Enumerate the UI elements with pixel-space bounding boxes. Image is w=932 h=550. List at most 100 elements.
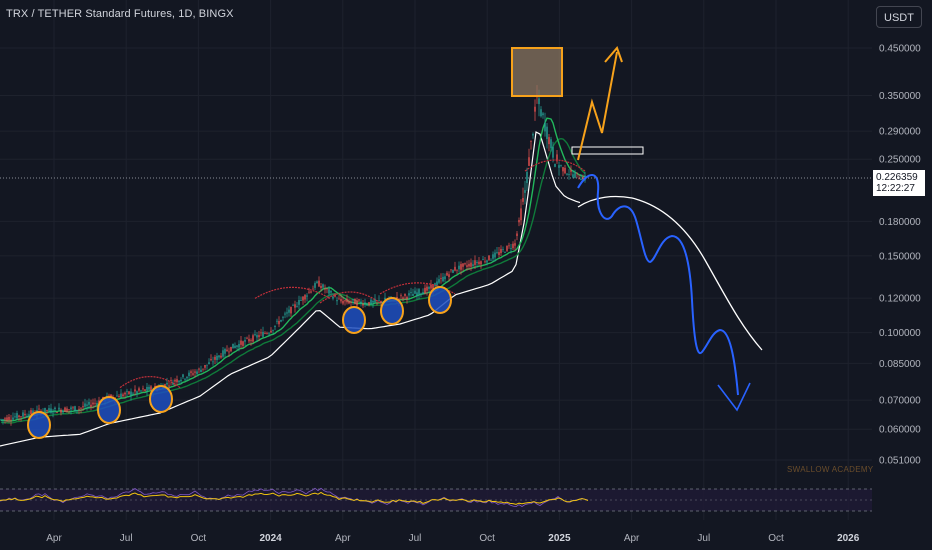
candle-body <box>400 295 402 297</box>
candle-body <box>192 373 194 375</box>
candle-body <box>98 400 100 404</box>
candle-body <box>316 281 318 283</box>
candle-body <box>170 380 172 381</box>
candle-body <box>440 278 442 279</box>
candle-body <box>208 362 210 365</box>
candle-body <box>244 340 246 342</box>
candle-body <box>468 263 470 267</box>
price-tick-label: 0.100000 <box>879 328 921 339</box>
candle-body <box>302 296 304 301</box>
candle-body <box>198 368 200 370</box>
candle-body <box>320 285 322 289</box>
candle-body <box>436 281 438 286</box>
candle-body <box>544 123 546 132</box>
candle-body <box>516 233 518 237</box>
candle-body <box>144 389 146 391</box>
projected-ma-path[interactable] <box>577 195 763 351</box>
candle-body <box>524 190 526 193</box>
price-tick-label: 0.350000 <box>879 91 921 102</box>
price-tick-label: 0.051000 <box>879 456 921 467</box>
price-tick-label: 0.060000 <box>879 425 921 436</box>
candle-body <box>432 284 434 290</box>
time-tick-label: Jul <box>409 533 422 544</box>
candle-body <box>194 371 196 373</box>
resistance-box[interactable] <box>571 146 644 155</box>
candle-body <box>206 364 208 366</box>
time-tick-label: Oct <box>768 533 784 544</box>
candle-body <box>556 154 558 162</box>
supply-zone-box[interactable] <box>511 47 563 97</box>
time-axis[interactable]: Apr Jul Oct 2024 Apr Jul Oct 2025 Apr Jul Oct 2026 <box>46 533 860 544</box>
candle-body <box>298 299 300 305</box>
candle-body <box>522 198 524 202</box>
candle-body <box>366 304 368 306</box>
candle-body <box>296 306 298 307</box>
time-tick-label: Jul <box>697 533 710 544</box>
candle-body <box>278 321 280 325</box>
candle-body <box>260 332 262 334</box>
candle-body <box>340 298 342 302</box>
candle-body <box>130 391 132 396</box>
candle-body <box>414 290 416 294</box>
time-tick-label: Oct <box>479 533 495 544</box>
candle-body <box>518 220 520 223</box>
candle-body <box>250 339 252 341</box>
candle-body <box>486 260 488 263</box>
candle-body <box>558 165 560 168</box>
candle-body <box>352 299 354 301</box>
candle-body <box>448 274 450 277</box>
candle-body <box>458 265 460 270</box>
candle-body <box>72 407 74 409</box>
candle-body <box>328 289 330 294</box>
candle-body <box>214 356 216 360</box>
candle-body <box>68 409 70 411</box>
bullish-arrow-head <box>604 46 623 63</box>
candle-body <box>80 407 82 409</box>
candle-body <box>452 269 454 273</box>
candle-body <box>128 391 130 395</box>
candle-body <box>30 410 32 415</box>
time-tick-label: Apr <box>335 533 351 544</box>
candle-body <box>62 410 64 413</box>
candle-body <box>74 406 76 412</box>
candle-body <box>280 320 282 322</box>
candle-body <box>44 407 46 413</box>
candle-body <box>442 276 444 282</box>
candle-body <box>350 301 352 303</box>
candle-body <box>548 137 550 145</box>
candle-body <box>474 260 476 265</box>
candle-body <box>364 302 366 305</box>
candle-body <box>138 388 140 391</box>
currency-button[interactable]: USDT <box>876 6 922 28</box>
candle-body <box>24 413 26 416</box>
candle-body <box>356 300 358 306</box>
candle-body <box>226 349 228 352</box>
candle-body <box>566 173 568 175</box>
rsi-line <box>0 487 589 508</box>
candle-body <box>240 340 242 345</box>
support-circle <box>149 385 173 413</box>
candle-body <box>488 255 490 261</box>
candle-body <box>150 386 152 390</box>
candle-body <box>134 389 136 392</box>
ma-green-line <box>1 117 586 422</box>
support-circles <box>27 286 452 439</box>
grid <box>0 0 872 520</box>
candle-body <box>286 312 288 314</box>
chart-title: TRX / TETHER Standard Futures, 1D, BINGX <box>6 8 234 20</box>
candle-body <box>358 299 360 301</box>
candle-body <box>538 98 540 105</box>
time-tick-label: Apr <box>46 533 62 544</box>
bearish-projection-path[interactable] <box>577 174 739 396</box>
candle-body <box>4 418 6 420</box>
candle-body <box>272 330 274 331</box>
candle-body <box>546 126 548 139</box>
candle-body <box>542 113 544 116</box>
candle-body <box>136 391 138 394</box>
candle-body <box>450 269 452 271</box>
candle-body <box>430 284 432 289</box>
price-axis[interactable]: 0.450000 0.350000 0.290000 0.250000 0.180000… <box>879 44 921 467</box>
bullish-projection-arrow[interactable] <box>577 51 618 161</box>
